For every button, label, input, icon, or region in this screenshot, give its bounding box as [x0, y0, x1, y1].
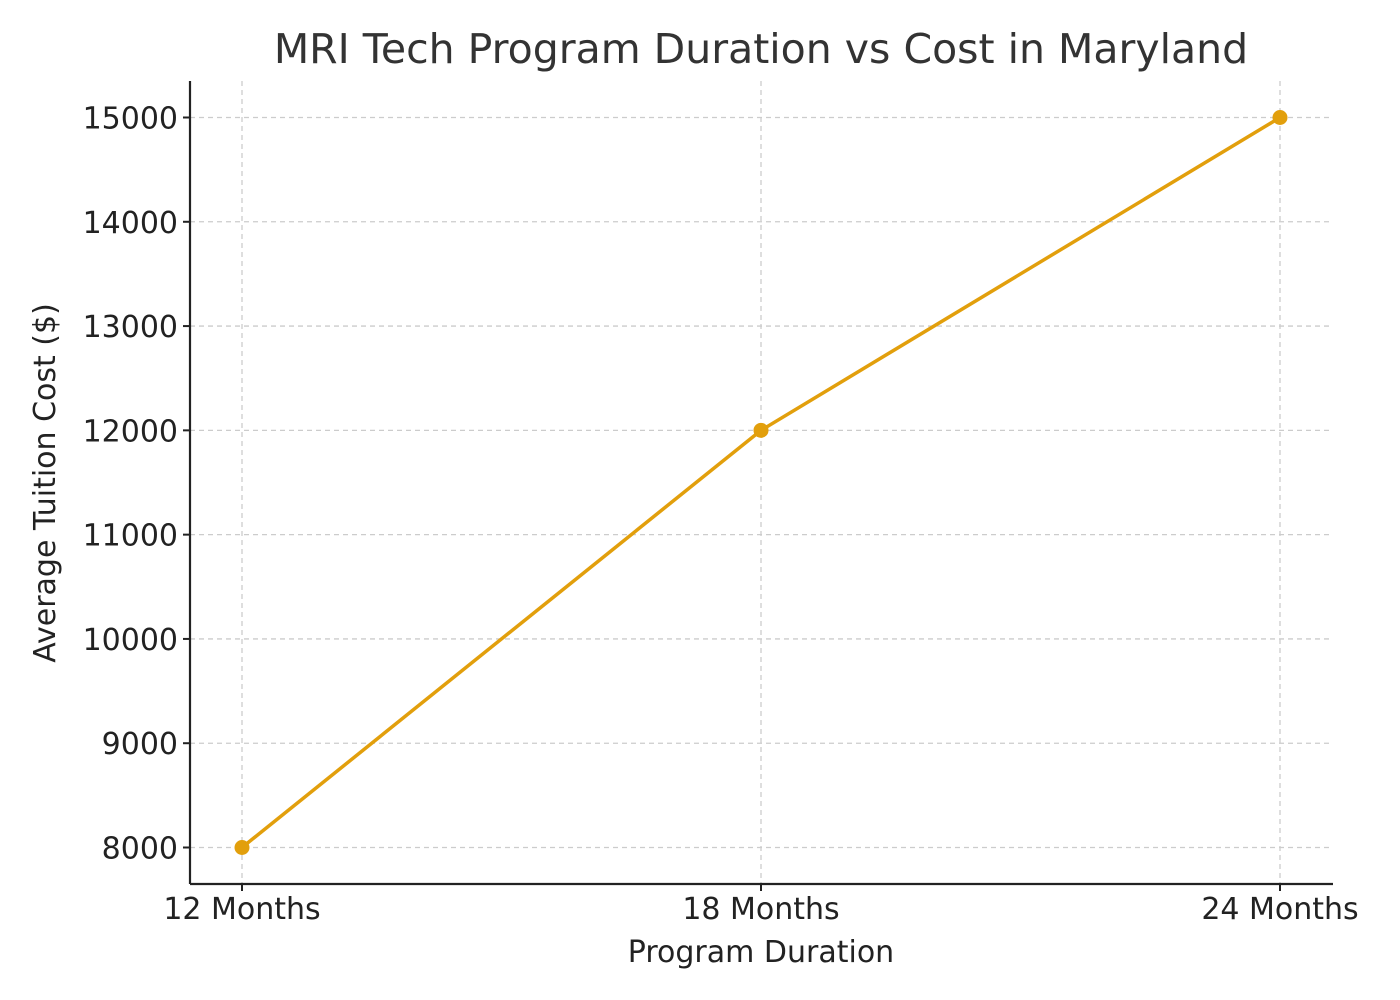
y-tick-label: 14000 — [83, 206, 178, 241]
y-tick-label: 10000 — [83, 623, 178, 658]
chart-title: MRI Tech Program Duration vs Cost in Mar… — [274, 25, 1248, 73]
y-axis-label: Average Tuition Cost ($) — [28, 303, 63, 663]
data-point — [234, 840, 250, 855]
data-point — [1272, 110, 1288, 125]
x-tick-label: 24 Months — [1201, 892, 1358, 927]
y-tick-label: 11000 — [83, 519, 178, 554]
x-axis-label: Program Duration — [628, 935, 894, 970]
ticks: 8000 9000 10000 11000 12000 13000 14000 15000 12… — [83, 102, 1359, 928]
series — [234, 110, 1288, 855]
y-tick-label: 15000 — [83, 102, 178, 137]
data-point — [753, 422, 769, 438]
y-tick-label: 13000 — [83, 310, 178, 345]
y-tick-label: 12000 — [83, 414, 178, 449]
y-tick-label: 9000 — [102, 727, 178, 762]
x-tick-label: 12 Months — [163, 892, 320, 927]
y-tick-label: 8000 — [102, 832, 178, 867]
x-tick-label: 18 Months — [682, 892, 839, 927]
grid — [190, 81, 1333, 884]
